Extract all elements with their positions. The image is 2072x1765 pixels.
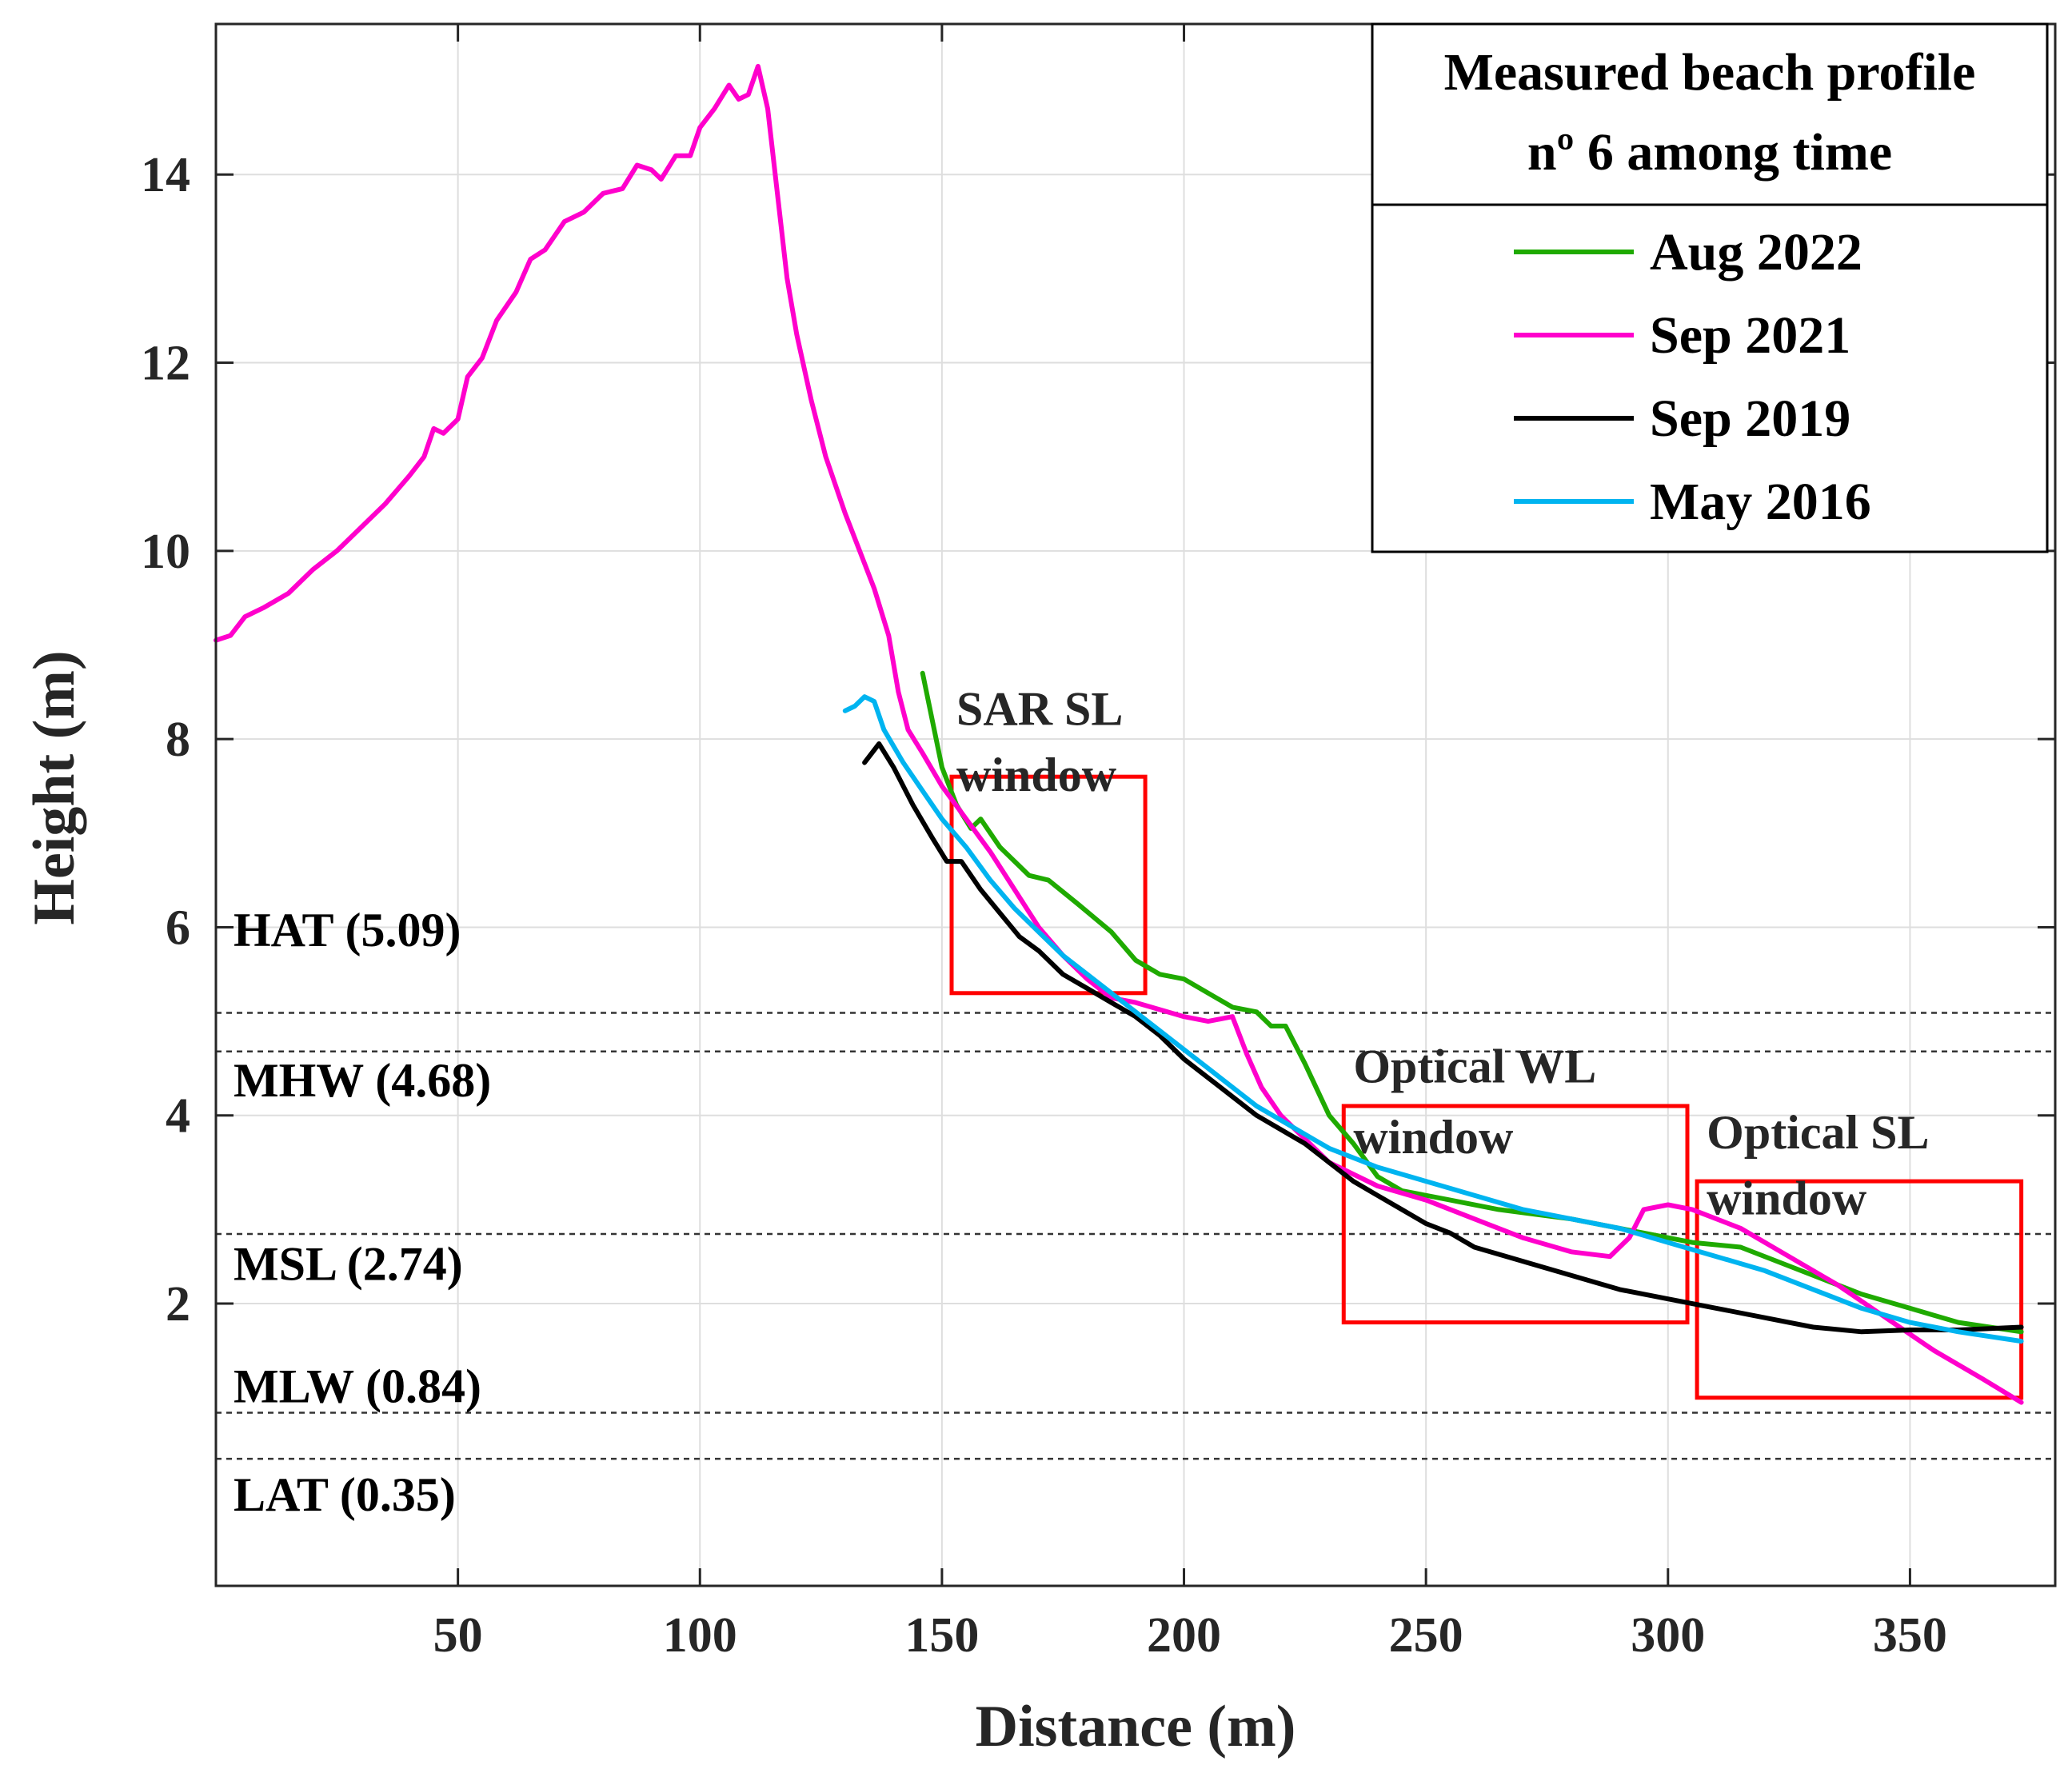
reference-label: LAT (0.35) xyxy=(234,1468,456,1521)
y-gridlines xyxy=(216,174,2055,1305)
y-tick-label: 4 xyxy=(166,1089,190,1144)
window-box xyxy=(949,774,1148,996)
reference-label: HAT (5.09) xyxy=(234,904,461,956)
y-axis-ticks: 2 4 6 8 10 12 14 xyxy=(141,148,2055,1332)
window-label: window xyxy=(1353,1111,1514,1164)
y-tick-label: 6 xyxy=(166,900,190,955)
legend-title-line-1: Measured beach profile xyxy=(1444,43,1976,102)
window-label: SAR SL xyxy=(956,682,1123,735)
y-tick-label: 14 xyxy=(141,148,190,202)
y-tick-label: 8 xyxy=(166,713,190,767)
legend-label: Aug 2022 xyxy=(1650,223,1862,282)
series-line xyxy=(842,694,2024,1344)
y-axis-title: Height (m) xyxy=(22,650,87,924)
reference-label: MSL (2.74) xyxy=(234,1238,463,1291)
series-line xyxy=(214,63,2024,1405)
profile-series xyxy=(214,63,2024,1405)
x-axis-ticks: 50 100 150 200 250 300 350 xyxy=(433,24,1947,1663)
reference-label: MLW (0.84) xyxy=(234,1360,481,1413)
x-tick-label: 150 xyxy=(904,1608,979,1663)
x-tick-label: 50 xyxy=(433,1608,483,1663)
x-tick-label: 200 xyxy=(1147,1608,1221,1663)
x-tick-label: 250 xyxy=(1389,1608,1463,1663)
window-label: Optical WL xyxy=(1353,1040,1596,1093)
legend-entries: Aug 2022 Sep 2021 Sep 2019 May 2016 xyxy=(1514,223,1871,531)
window-label: window xyxy=(956,749,1117,801)
reference-label: MHW (4.68) xyxy=(234,1054,491,1107)
y-tick-label: 10 xyxy=(141,525,190,579)
legend: Measured beach profile nº 6 among time A… xyxy=(1371,22,2049,553)
legend-label: Sep 2019 xyxy=(1650,389,1850,448)
x-tick-label: 300 xyxy=(1631,1608,1705,1663)
series-line xyxy=(920,670,2024,1335)
window-boxes: SAR SL window Optical WL window Optical SL wi… xyxy=(949,682,2024,1400)
window-label: Optical SL xyxy=(1707,1106,1929,1159)
window-box xyxy=(1341,1104,1690,1325)
legend-box xyxy=(1371,22,2049,553)
y-tick-label: 2 xyxy=(166,1277,190,1332)
series-line xyxy=(862,741,2024,1335)
legend-label: Sep 2021 xyxy=(1650,306,1850,365)
x-tick-label: 100 xyxy=(663,1608,737,1663)
window-label: window xyxy=(1707,1172,1867,1224)
legend-label: May 2016 xyxy=(1650,473,1871,531)
plot-frame xyxy=(214,22,2057,1587)
x-axis-title: Distance (m) xyxy=(976,1694,1296,1759)
y-tick-label: 12 xyxy=(141,337,190,391)
window-box xyxy=(1695,1179,2024,1400)
legend-title-line-2: nº 6 among time xyxy=(1527,123,1892,182)
x-tick-label: 350 xyxy=(1873,1608,1947,1663)
